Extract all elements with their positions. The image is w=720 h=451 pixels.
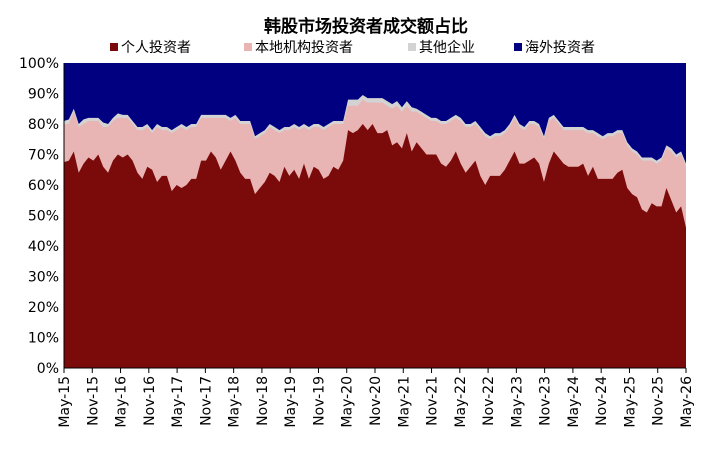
x-tick-label: Nov-23 [538,376,554,426]
x-tick-label: May-15 [57,376,73,428]
legend-label: 其他企业 [419,39,475,56]
y-tick-label: 100% [19,56,59,72]
x-tick-label: Nov-24 [594,376,610,426]
y-axis: 0% 10% 20% 30% 40% 50% 60% 70% 80% 90% 100% [19,56,65,377]
x-tick-label: Nov-18 [255,376,271,426]
x-tick-label: Nov-25 [651,376,667,426]
x-tick-label: Nov-19 [311,376,327,426]
chart-title: 韩股市场投资者成交额占比 [264,16,468,37]
x-tick-label: Nov-21 [425,376,441,426]
x-tick-label: Nov-15 [85,376,101,426]
plot-area [64,63,686,369]
y-tick-label: 40% [28,239,59,255]
legend-label: 海外投资者 [525,40,595,56]
legend-swatch [110,43,118,51]
x-tick-label: Nov-17 [198,376,214,426]
x-tick-label: May-21 [396,376,412,428]
x-tick-label: May-26 [679,376,695,428]
legend-label: 个人投资者 [121,40,191,56]
legend-swatch [408,43,416,51]
y-tick-label: 20% [28,300,59,316]
x-tick-label: May-25 [622,376,638,428]
legend-other-corporates: 其他企业 [408,39,475,56]
x-tick-label: Nov-20 [368,376,384,426]
y-tick-label: 60% [28,178,59,194]
y-tick-label: 90% [28,87,59,103]
x-tick-label: Nov-16 [142,376,158,426]
x-tick-label: Nov-22 [481,376,497,426]
legend-overseas: 海外投资者 [514,40,595,56]
x-tick-label: May-22 [453,376,469,428]
x-tick-label: May-23 [509,376,525,428]
x-tick-label: May-19 [283,376,299,428]
y-tick-label: 80% [28,117,59,133]
y-tick-label: 70% [28,148,59,164]
legend-swatch [514,43,522,51]
series-area-individuals [64,124,686,368]
legend-swatch [244,43,252,51]
x-tick-label: May-18 [227,376,243,428]
y-tick-label: 50% [28,209,59,225]
x-tick-label: May-17 [170,376,186,428]
y-tick-label: 10% [28,331,59,347]
y-tick-label: 30% [28,270,59,286]
x-axis: May-15 Nov-15 May-16 Nov-16 May-17 Nov-17 May-… [57,367,695,428]
legend: 个人投资者 本地机构投资者 其他企业 海外投资者 [110,39,595,56]
x-tick-label: May-16 [114,376,130,428]
x-tick-label: May-20 [340,376,356,428]
legend-label: 本地机构投资者 [255,40,353,56]
x-tick-label: May-24 [566,376,582,428]
y-tick-label: 0% [37,361,59,377]
legend-local-institutions: 本地机构投资者 [244,40,353,56]
legend-individuals: 个人投资者 [110,40,191,56]
